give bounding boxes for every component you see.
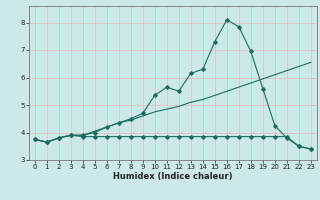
X-axis label: Humidex (Indice chaleur): Humidex (Indice chaleur) (113, 172, 233, 181)
